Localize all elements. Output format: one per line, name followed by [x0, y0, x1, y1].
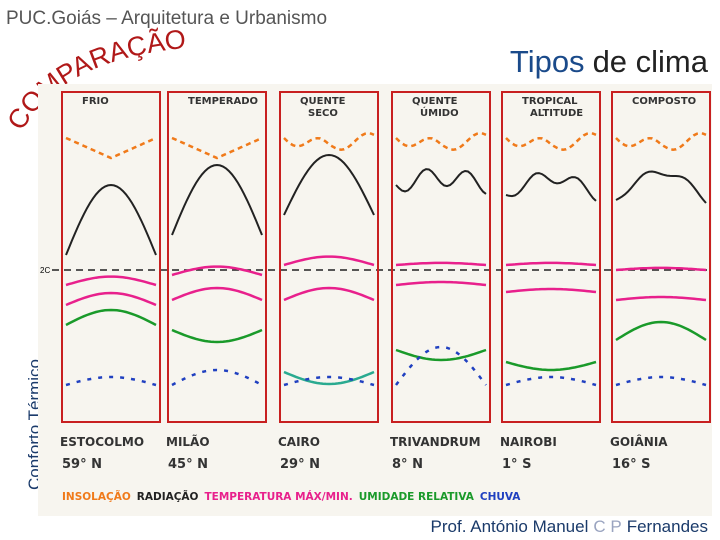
insolation — [171, 136, 263, 160]
title-rest: de clima — [593, 44, 709, 79]
latitude: 1° S — [502, 457, 531, 472]
figure-background — [38, 84, 712, 516]
climate-label: QUENTE — [300, 96, 346, 107]
temperature — [283, 255, 375, 267]
title-highlight: Tipos — [510, 44, 585, 79]
latitude: 8° N — [392, 457, 423, 472]
city-name: MILÃO — [166, 434, 210, 449]
city-name: TRIVANDRUM — [390, 435, 481, 449]
humidity — [505, 360, 597, 372]
temperature — [395, 261, 487, 267]
radiation — [65, 183, 157, 256]
insolation — [65, 136, 157, 160]
climate-label: ÚMIDO — [420, 106, 459, 119]
panel-frame — [167, 91, 267, 423]
temperature — [65, 291, 157, 307]
humidity — [615, 320, 707, 342]
radiation — [395, 168, 487, 195]
legend-item: TEMPERATURA MÁX/MIN. — [204, 490, 352, 503]
rain — [65, 375, 157, 387]
humidity — [171, 328, 263, 344]
latitude: 16° S — [612, 457, 650, 472]
rain — [615, 375, 707, 387]
footer-prefix: Prof. António Manuel — [431, 517, 589, 536]
latitude: 45° N — [168, 457, 208, 472]
latitude: 29° N — [280, 457, 320, 472]
temperature — [395, 280, 487, 287]
rain — [505, 375, 597, 387]
slide-title: Tipos de clima — [510, 44, 709, 79]
temperature — [65, 275, 157, 287]
panel-frame — [611, 91, 711, 423]
rain — [171, 368, 263, 387]
footer: Prof. António Manuel C P Fernandes — [431, 517, 708, 536]
climate-label: FRIO — [82, 96, 109, 107]
city-name: NAIROBI — [500, 435, 557, 449]
panel-frame — [391, 91, 491, 423]
humidity — [283, 370, 375, 386]
panel-frame — [279, 91, 379, 423]
climate-label: TROPICAL — [522, 96, 578, 107]
radiation — [505, 172, 597, 202]
legend-item: INSOLAÇÃO — [62, 490, 131, 503]
rain — [395, 345, 487, 386]
temperature — [505, 261, 597, 267]
footer-initials: C P — [593, 517, 621, 536]
climate-label: ALTITUDE — [530, 108, 583, 119]
humidity — [65, 308, 157, 327]
legend-item: UMIDADE RELATIVA — [359, 491, 475, 503]
radiation — [283, 153, 375, 216]
city-name: GOIÂNIA — [610, 434, 668, 449]
radiation — [615, 170, 707, 204]
temperature — [283, 286, 375, 302]
city-name: CAIRO — [278, 435, 320, 449]
legend: INSOLAÇÃO RADIAÇÃO TEMPERATURA MÁX/MIN. UMI… — [62, 490, 521, 503]
latitude: 59° N — [62, 457, 102, 472]
climate-label: COMPOSTO — [632, 96, 696, 107]
temperature — [505, 287, 597, 294]
legend-item: RADIAÇÃO — [137, 490, 199, 503]
panel-frame — [61, 91, 161, 423]
temperature — [171, 265, 263, 277]
climate-label: SECO — [308, 108, 338, 119]
reference-label: 2C — [40, 266, 50, 275]
figure: 2C FRIO ESTOCOLMO 59° N TEMPERADO MILÃO 45° N Q… — [40, 91, 711, 503]
rain — [283, 375, 375, 387]
temperature — [615, 295, 707, 302]
temperature — [171, 286, 263, 302]
climate-label: TEMPERADO — [188, 96, 258, 107]
legend-item: CHUVA — [480, 491, 521, 503]
temperature — [615, 266, 707, 272]
humidity — [395, 348, 487, 362]
header-text: PUC.Goiás – Arquitetura e Urbanismo — [6, 8, 327, 29]
city-name: ESTOCOLMO — [60, 435, 144, 449]
radiation — [171, 163, 263, 236]
panel-frame — [501, 91, 601, 423]
climate-label: QUENTE — [412, 96, 458, 107]
footer-surname: Fernandes — [627, 517, 708, 536]
